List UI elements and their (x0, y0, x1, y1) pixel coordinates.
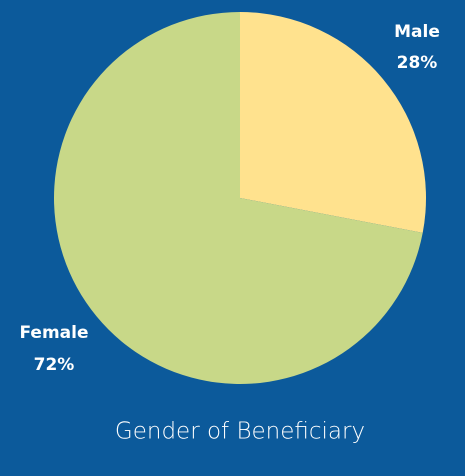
slice-value-label: 72% (34, 355, 75, 375)
chart-title: Gender of Beneficiary (115, 419, 365, 445)
pie-slice (54, 12, 423, 384)
slice-label: Female (20, 323, 89, 343)
pie-slice (240, 12, 426, 233)
slice-label: Male (394, 22, 440, 42)
slice-value-label: 28% (397, 53, 438, 73)
